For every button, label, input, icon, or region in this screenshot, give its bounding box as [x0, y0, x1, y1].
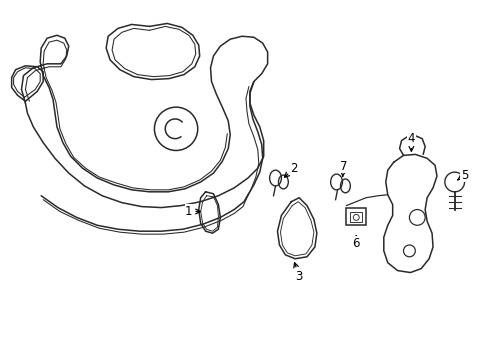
Text: 7: 7 — [339, 160, 346, 176]
Bar — [349, 212, 362, 222]
Bar — [346, 208, 366, 225]
Text: 6: 6 — [352, 236, 359, 249]
Text: 4: 4 — [407, 132, 414, 151]
Text: 3: 3 — [293, 263, 302, 283]
Text: 5: 5 — [457, 168, 468, 181]
Text: 2: 2 — [284, 162, 297, 177]
Text: 1: 1 — [185, 205, 200, 218]
